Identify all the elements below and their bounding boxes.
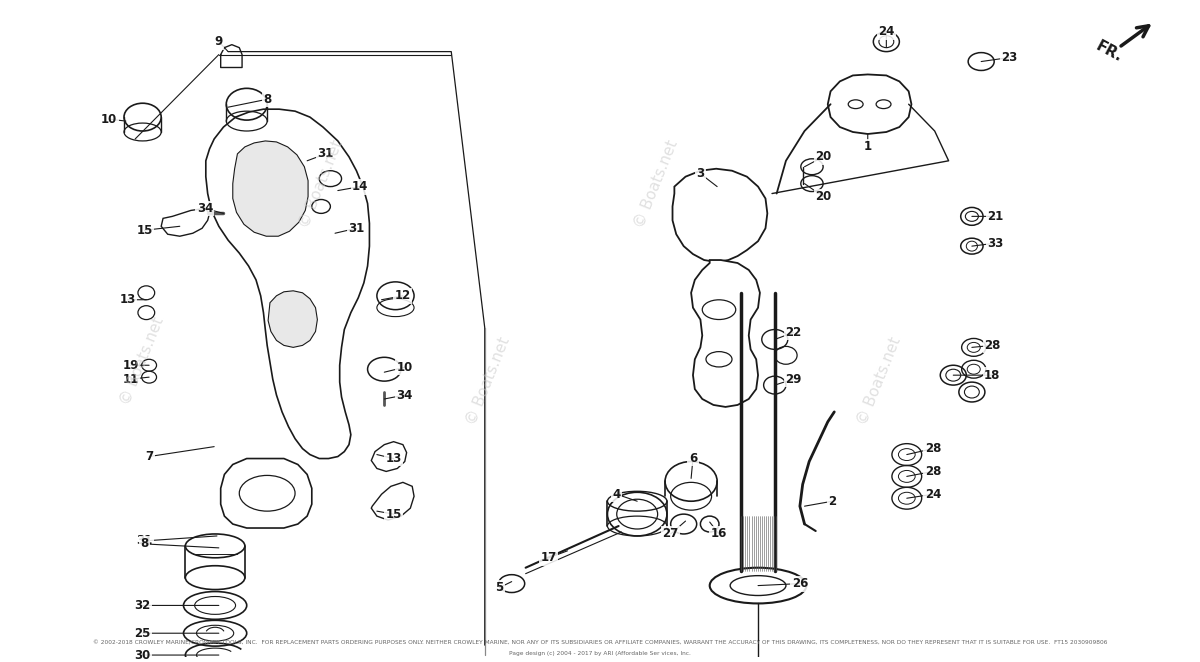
Text: © Boats.net: © Boats.net (464, 335, 512, 427)
Text: 1: 1 (864, 140, 872, 154)
Polygon shape (206, 109, 370, 459)
Text: 18: 18 (984, 369, 1001, 382)
Text: 12: 12 (395, 289, 412, 303)
Text: 17: 17 (541, 551, 557, 564)
Text: 30: 30 (134, 649, 151, 661)
Text: Page design (c) 2004 - 2017 by ARI (Affordable Ser vices, Inc.: Page design (c) 2004 - 2017 by ARI (Affo… (509, 651, 691, 655)
Text: 33: 33 (986, 236, 1003, 250)
Text: 6: 6 (689, 452, 697, 465)
Polygon shape (828, 74, 912, 134)
Text: 13: 13 (120, 293, 136, 307)
Text: 28: 28 (925, 442, 941, 455)
Text: 8: 8 (263, 93, 271, 106)
Text: 23: 23 (1001, 51, 1018, 64)
Text: 8: 8 (140, 538, 149, 550)
Text: 31: 31 (137, 534, 152, 547)
Text: 31: 31 (348, 222, 365, 235)
Text: 10: 10 (397, 361, 413, 374)
Polygon shape (672, 169, 767, 262)
Text: 16: 16 (710, 528, 727, 540)
Text: © Boats.net: © Boats.net (631, 138, 680, 230)
Text: 31: 31 (318, 148, 334, 160)
Polygon shape (268, 291, 317, 348)
Polygon shape (371, 483, 414, 520)
Text: FR.: FR. (1093, 38, 1126, 65)
Text: 28: 28 (925, 465, 941, 478)
Text: 25: 25 (134, 627, 151, 639)
Text: 20: 20 (815, 190, 832, 203)
Text: 9: 9 (215, 35, 223, 48)
Text: 34: 34 (197, 202, 214, 215)
Text: 28: 28 (984, 339, 1001, 352)
Text: 15: 15 (385, 508, 402, 520)
Text: © Boats.net: © Boats.net (118, 315, 167, 408)
Text: 32: 32 (134, 599, 151, 612)
Text: 20: 20 (815, 150, 832, 164)
Text: 24: 24 (925, 488, 941, 500)
Polygon shape (691, 260, 760, 407)
Text: 10: 10 (101, 113, 118, 126)
Text: 4: 4 (613, 488, 620, 500)
Text: 24: 24 (878, 25, 894, 38)
Text: 22: 22 (785, 326, 802, 339)
Text: 21: 21 (986, 210, 1003, 223)
Text: © Boats.net: © Boats.net (296, 138, 346, 230)
Text: 26: 26 (792, 577, 808, 590)
Text: 7: 7 (145, 450, 154, 463)
Text: 27: 27 (662, 528, 679, 540)
Text: © Boats.net: © Boats.net (854, 335, 904, 427)
Text: 5: 5 (496, 581, 504, 594)
Text: 11: 11 (122, 373, 139, 386)
Text: 19: 19 (122, 359, 139, 372)
Text: 34: 34 (396, 389, 413, 402)
Polygon shape (161, 209, 210, 236)
Text: © 2002-2018 CROWLEY MARINE/CROWLEY TOOLS, INC.  FOR REPLACEMENT PARTS ORDERING P: © 2002-2018 CROWLEY MARINE/CROWLEY TOOLS… (92, 641, 1108, 645)
Text: 2: 2 (828, 495, 836, 508)
Polygon shape (371, 442, 407, 471)
Text: 29: 29 (785, 373, 802, 386)
Text: 15: 15 (137, 224, 152, 237)
Polygon shape (221, 459, 312, 528)
Text: 13: 13 (385, 452, 402, 465)
Text: 3: 3 (696, 167, 704, 180)
Polygon shape (233, 141, 308, 236)
Text: 14: 14 (352, 180, 368, 193)
